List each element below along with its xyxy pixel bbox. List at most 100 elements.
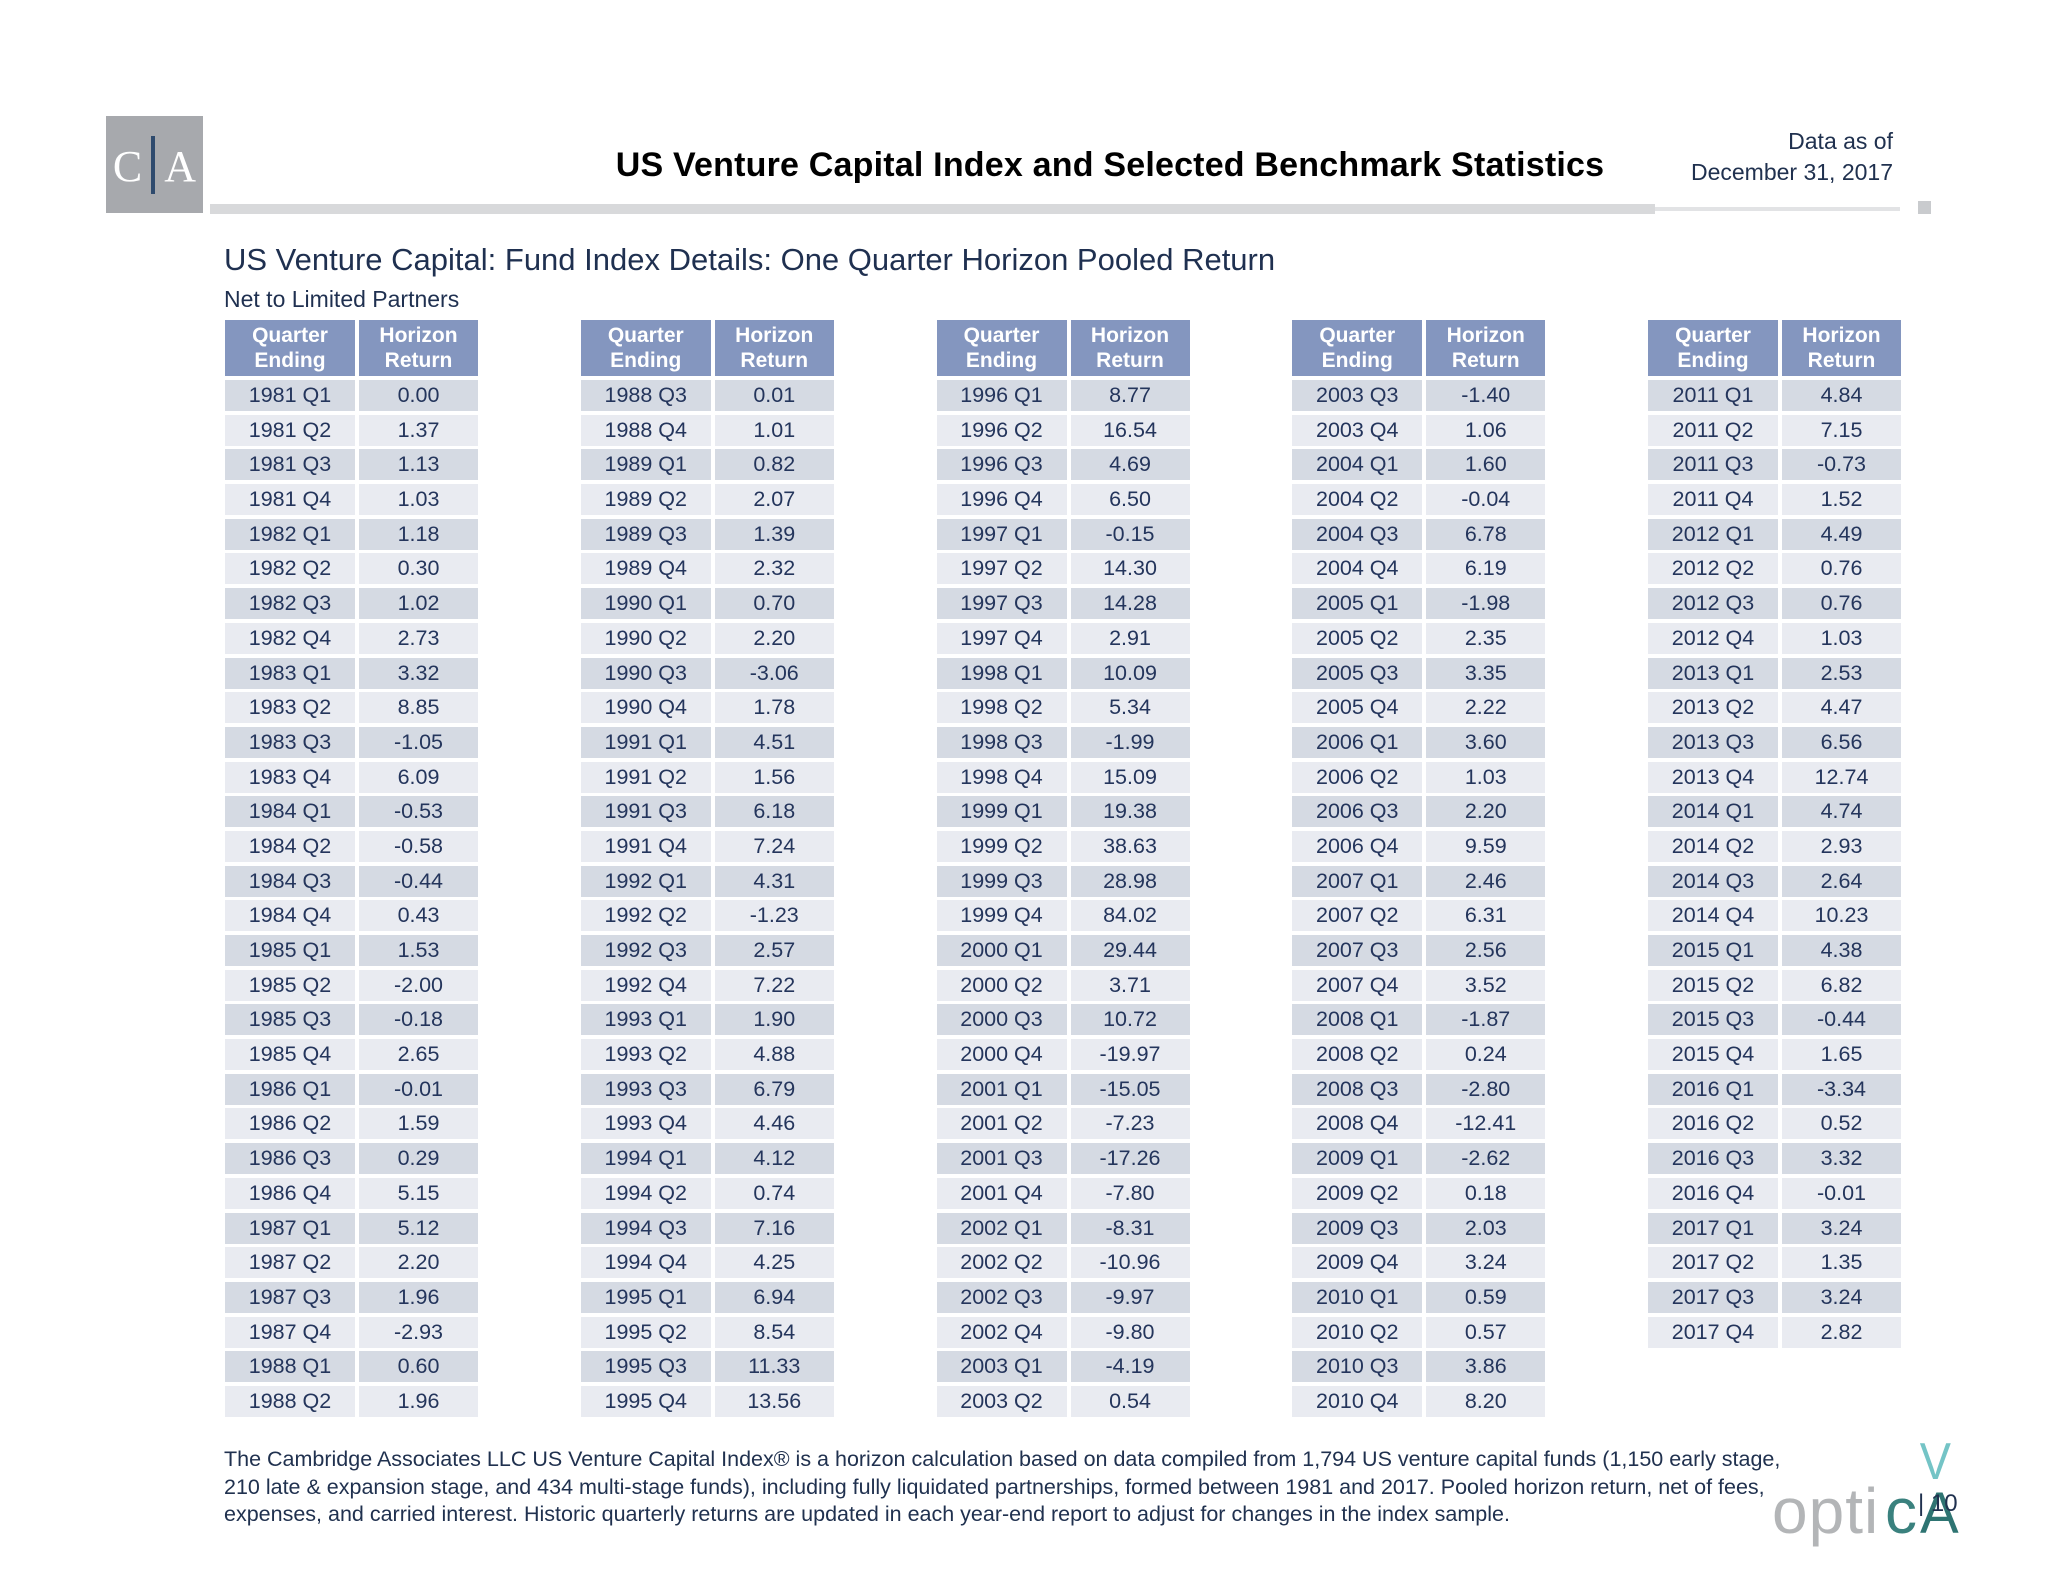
horizon-return-cell: 4.38 (1782, 935, 1901, 966)
horizon-return-cell: 1.96 (359, 1281, 478, 1313)
quarter-ending-cell: 2012 Q2 (1648, 553, 1778, 585)
quarter-ending-cell: 2009 Q3 (1292, 1212, 1423, 1244)
quarter-ending-cell: 2007 Q1 (1292, 865, 1423, 897)
table-row: 1987 Q1 5.12 (225, 1212, 478, 1244)
table-row: 2005 Q2 2.35 (1292, 622, 1546, 654)
horizon-return-cell: 0.18 (1426, 1177, 1546, 1209)
table-row: 2009 Q1 -2.62 (1292, 1143, 1546, 1175)
horizon-return-cell: 2.20 (714, 622, 834, 654)
quarter-ending-cell: 1997 Q3 (936, 588, 1067, 620)
quarter-ending-cell: 2014 Q1 (1648, 796, 1778, 828)
quarter-ending-cell: 1988 Q1 (225, 1351, 355, 1383)
table-group: Quarter Ending Horizon Return 1988 Q3 0.01 1… (580, 320, 834, 1421)
quarter-ending-cell: 1996 Q4 (936, 484, 1067, 516)
quarter-ending-cell: 2003 Q3 (1292, 380, 1423, 411)
table-row: 2009 Q3 2.03 (1292, 1212, 1546, 1244)
quarter-ending-cell: 1994 Q3 (580, 1212, 711, 1244)
horizon-return-cell: 0.82 (714, 449, 834, 481)
quarter-ending-cell: 1999 Q3 (936, 865, 1067, 897)
data-as-of-label: Data as of (1788, 128, 1893, 154)
horizon-return-cell: -3.34 (1782, 1073, 1901, 1105)
quarter-ending-cell: 2011 Q4 (1648, 484, 1778, 516)
horizon-return-cell: 1.02 (359, 588, 478, 620)
table-row: 1984 Q4 0.43 (225, 900, 478, 932)
quarter-ending-cell: 2017 Q2 (1648, 1247, 1778, 1279)
quarter-ending-cell: 1991 Q2 (580, 761, 711, 793)
quarter-ending-cell: 2008 Q2 (1292, 1039, 1423, 1071)
horizon-return-cell: 2.57 (714, 935, 834, 966)
quarter-ending-cell: 1983 Q2 (225, 692, 355, 724)
horizon-return-cell: 3.24 (1426, 1247, 1546, 1279)
horizon-return-cell: 4.25 (714, 1247, 834, 1279)
table-row: 2007 Q2 6.31 (1292, 900, 1546, 932)
table-row: 1989 Q1 0.82 (580, 449, 834, 481)
horizon-return-cell: -0.18 (359, 1004, 478, 1036)
horizon-return-cell: 0.24 (1426, 1039, 1546, 1071)
quarter-ending-cell: 2010 Q4 (1292, 1385, 1423, 1417)
horizon-return-cell: 4.51 (714, 726, 834, 758)
table-row: 2007 Q1 2.46 (1292, 865, 1546, 897)
quarter-ending-cell: 2010 Q2 (1292, 1316, 1423, 1348)
quarter-ending-cell: 1997 Q2 (936, 553, 1067, 585)
table-group: Quarter Ending Horizon Return 2011 Q1 4.84 2… (1648, 320, 1901, 1421)
table-row: 2002 Q1 -8.31 (936, 1212, 1190, 1244)
quarter-ending-cell: 1986 Q1 (225, 1073, 355, 1105)
horizon-return-cell: 3.60 (1426, 726, 1546, 758)
data-as-of-date: December 31, 2017 (1690, 159, 1893, 185)
horizon-return-cell: 1.65 (1782, 1039, 1901, 1071)
quarter-ending-cell: 2010 Q1 (1292, 1281, 1423, 1313)
table-row: 1992 Q1 4.31 (580, 865, 834, 897)
horizon-return-cell: 16.54 (1070, 414, 1190, 446)
table-row: 2004 Q1 1.60 (1292, 449, 1546, 481)
quarter-ending-cell: 2009 Q1 (1292, 1143, 1423, 1175)
horizon-return-cell: 3.24 (1782, 1212, 1901, 1244)
logo-divider-bar (151, 135, 156, 194)
horizon-return-cell: 1.56 (714, 761, 834, 793)
horizon-return-cell: 6.19 (1426, 553, 1546, 585)
table-row: 2017 Q3 3.24 (1648, 1281, 1901, 1313)
table-row: 2004 Q2 -0.04 (1292, 484, 1546, 516)
horizon-return-cell: 19.38 (1070, 796, 1190, 828)
table-row: 1985 Q3 -0.18 (225, 1004, 478, 1036)
table-header-row: Quarter Ending Horizon Return (225, 320, 478, 376)
horizon-return-cell: -19.97 (1070, 1039, 1190, 1071)
table-row: 1988 Q3 0.01 (580, 380, 834, 411)
table-row: 2005 Q3 3.35 (1292, 657, 1546, 689)
horizon-return-cell: 3.86 (1426, 1351, 1546, 1383)
table-row: 1982 Q2 0.30 (225, 553, 478, 585)
page-title: US Venture Capital Index and Selected Be… (615, 146, 1605, 184)
table-row: 1987 Q3 1.96 (225, 1281, 478, 1313)
horizon-return-cell: 9.59 (1426, 830, 1546, 862)
quarter-ending-header: Quarter Ending (1648, 320, 1778, 376)
horizon-return-cell: 2.35 (1426, 622, 1546, 654)
quarter-ending-cell: 1985 Q2 (225, 969, 355, 1001)
table-row: 1982 Q3 1.02 (225, 588, 478, 620)
quarter-ending-cell: 2016 Q3 (1648, 1143, 1778, 1175)
table-row: 1991 Q4 7.24 (580, 830, 834, 862)
horizon-return-cell: 15.09 (1070, 761, 1190, 793)
horizon-return-cell: 8.20 (1426, 1385, 1546, 1417)
quarter-ending-cell: 1981 Q2 (225, 414, 355, 446)
quarter-ending-cell: 2004 Q1 (1292, 449, 1423, 481)
table-group: Quarter Ending Horizon Return 1981 Q1 0.00 1… (225, 320, 478, 1421)
quarter-ending-cell: 1999 Q4 (936, 900, 1067, 932)
table-row: 1999 Q2 38.63 (936, 830, 1190, 862)
table-row: 2013 Q4 12.74 (1648, 761, 1901, 793)
quarter-ending-cell: 1991 Q1 (580, 726, 711, 758)
horizon-return-cell: 0.60 (359, 1351, 478, 1383)
quarter-ending-cell: 2003 Q2 (936, 1385, 1067, 1417)
table-row: 2008 Q3 -2.80 (1292, 1073, 1546, 1105)
table-row: 1998 Q4 15.09 (936, 761, 1190, 793)
quarter-ending-cell: 2005 Q3 (1292, 657, 1423, 689)
horizon-return-cell: -0.73 (1782, 449, 1901, 481)
table-row: 2000 Q2 3.71 (936, 969, 1190, 1001)
table-row: 2003 Q4 1.06 (1292, 414, 1546, 446)
horizon-return-cell: -2.93 (359, 1316, 478, 1348)
quarter-ending-cell: 2010 Q3 (1292, 1351, 1423, 1383)
quarter-ending-cell: 1987 Q4 (225, 1316, 355, 1348)
table-row: 1997 Q1 -0.15 (936, 518, 1190, 550)
quarter-ending-cell: 2003 Q1 (936, 1351, 1067, 1383)
table-row: 1983 Q2 8.85 (225, 692, 478, 724)
table-row: 1982 Q4 2.73 (225, 622, 478, 654)
table-row: 2013 Q3 6.56 (1648, 726, 1901, 758)
